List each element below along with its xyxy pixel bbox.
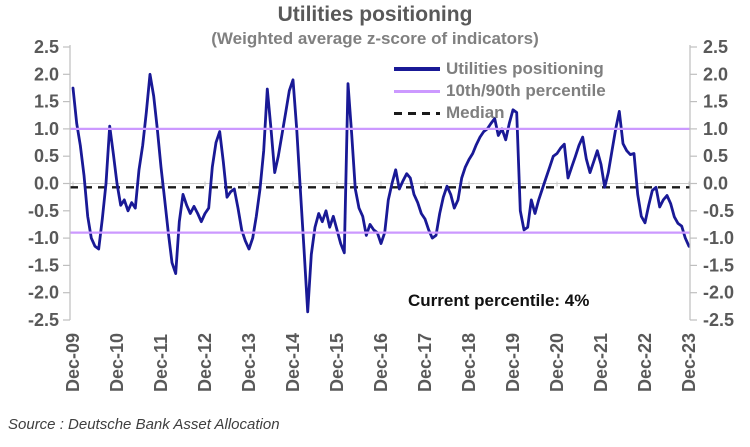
legend-item-median: Median: [394, 102, 606, 124]
median-dash-swatch: [394, 111, 440, 115]
y-axis-label-right: 0.5: [703, 146, 728, 166]
legend-item-percentile: 10th/90th percentile: [394, 80, 606, 102]
current-percentile-annotation: Current percentile: 4%: [408, 291, 590, 310]
x-axis-label: Dec-23: [679, 333, 699, 392]
legend-label: 10th/90th percentile: [446, 81, 606, 100]
x-axis-label: Dec-21: [591, 333, 611, 392]
y-axis-label-left: -1.0: [28, 228, 59, 248]
legend-label: Median: [446, 103, 505, 122]
y-axis-label-left: 2.0: [34, 64, 59, 84]
y-axis-label-left: 1.5: [34, 92, 59, 112]
y-axis-label-right: -0.5: [703, 201, 734, 221]
y-axis-label-right: 2.0: [703, 64, 728, 84]
x-axis-label: Dec-11: [151, 334, 171, 392]
legend: Utilities positioning 10th/90th percenti…: [394, 58, 606, 124]
y-axis-label-right: -2.0: [703, 283, 734, 303]
x-axis-label: Dec-12: [195, 333, 215, 392]
legend-item-utilities-positioning: Utilities positioning: [394, 58, 606, 80]
y-axis-label-right: -1.0: [703, 228, 734, 248]
legend-label: Utilities positioning: [446, 59, 604, 78]
y-axis-label-left: -2.5: [28, 310, 59, 330]
x-axis-label: Dec-10: [107, 333, 127, 392]
x-axis-label: Dec-18: [459, 333, 479, 392]
series-line-swatch: [394, 67, 440, 71]
y-axis-label-left: 1.0: [34, 119, 59, 139]
utilities-positioning-series: [71, 72, 691, 314]
x-axis-label: Dec-15: [327, 333, 347, 392]
y-axis-label-left: -0.5: [28, 201, 59, 221]
y-axis-label-right: 0.0: [703, 174, 728, 194]
y-axis-label-left: -2.0: [28, 283, 59, 303]
x-axis-label: Dec-17: [415, 333, 435, 392]
y-axis-label-left: 0.0: [34, 174, 59, 194]
x-axis-label: Dec-09: [63, 333, 83, 392]
chart-title: Utilities positioning: [277, 3, 473, 26]
source-note: Source : Deutsche Bank Asset Allocation: [8, 416, 280, 433]
x-axis-label: Dec-14: [283, 333, 303, 392]
x-axis-label: Dec-20: [547, 333, 567, 392]
y-axis-label-right: 2.5: [703, 37, 728, 57]
y-axis-label-right: -2.5: [703, 310, 734, 330]
x-axis-label: Dec-22: [635, 333, 655, 392]
y-axis-label-left: -1.5: [28, 255, 59, 275]
y-axis-label-right: 1.5: [703, 92, 728, 112]
x-axis-label: Dec-13: [239, 333, 259, 392]
chart-subtitle: (Weighted average z-score of indicators): [211, 29, 539, 48]
y-axis-label-right: -1.5: [703, 255, 734, 275]
y-axis-label-left: 0.5: [34, 146, 59, 166]
x-axis-label: Dec-16: [371, 333, 391, 392]
y-axis-label-right: 1.0: [703, 119, 728, 139]
x-axis-label: Dec-19: [503, 333, 523, 392]
y-axis-label-left: 2.5: [34, 37, 59, 57]
percentile-line-swatch: [394, 89, 440, 93]
